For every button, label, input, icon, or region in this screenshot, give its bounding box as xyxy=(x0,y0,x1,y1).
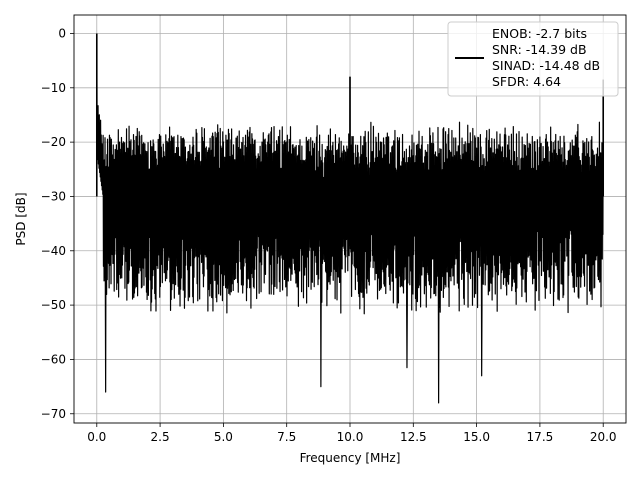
x-axis-label: Frequency [MHz] xyxy=(300,451,401,465)
x-axis-ticks: 0.0 2.5 5.0 7.5 10.0 12.5 15.0 17.5 20.0 xyxy=(87,423,617,444)
x-tick-label: 20.0 xyxy=(590,430,617,444)
x-tick-label: 2.5 xyxy=(151,430,170,444)
y-tick-label: −30 xyxy=(41,189,66,203)
y-tick-label: 0 xyxy=(58,26,66,40)
legend-enob: ENOB: -2.7 bits xyxy=(492,26,587,41)
y-tick-label: −50 xyxy=(41,298,66,312)
y-tick-label: −70 xyxy=(41,407,66,421)
legend-box xyxy=(447,21,619,97)
peak-marks xyxy=(95,33,605,197)
x-tick-label: 7.5 xyxy=(277,430,296,444)
legend-sinad: SINAD: -14.48 dB xyxy=(492,58,600,73)
x-tick-label: 5.0 xyxy=(214,430,233,444)
y-tick-label: −10 xyxy=(41,81,66,95)
y-tick-label: −20 xyxy=(41,135,66,149)
x-tick-label: 15.0 xyxy=(463,430,490,444)
x-tick-label: 0.0 xyxy=(87,430,106,444)
y-axis-label: PSD [dB] xyxy=(14,192,28,245)
y-tick-label: −40 xyxy=(41,244,66,258)
legend: ENOB: -2.7 bits SNR: -14.39 dB SINAD: -1… xyxy=(447,21,619,97)
x-tick-label: 12.5 xyxy=(400,430,427,444)
series-line-group xyxy=(96,33,604,404)
x-tick-label: 10.0 xyxy=(337,430,364,444)
y-tick-label: −60 xyxy=(41,352,66,366)
legend-snr: SNR: -14.39 dB xyxy=(492,42,587,57)
y-axis-ticks: 0 −10 −20 −30 −40 −50 −60 −70 xyxy=(41,26,74,421)
psd-series-line xyxy=(96,33,604,404)
x-tick-label: 17.5 xyxy=(527,430,554,444)
legend-sfdr: SFDR: 4.64 xyxy=(492,74,561,89)
